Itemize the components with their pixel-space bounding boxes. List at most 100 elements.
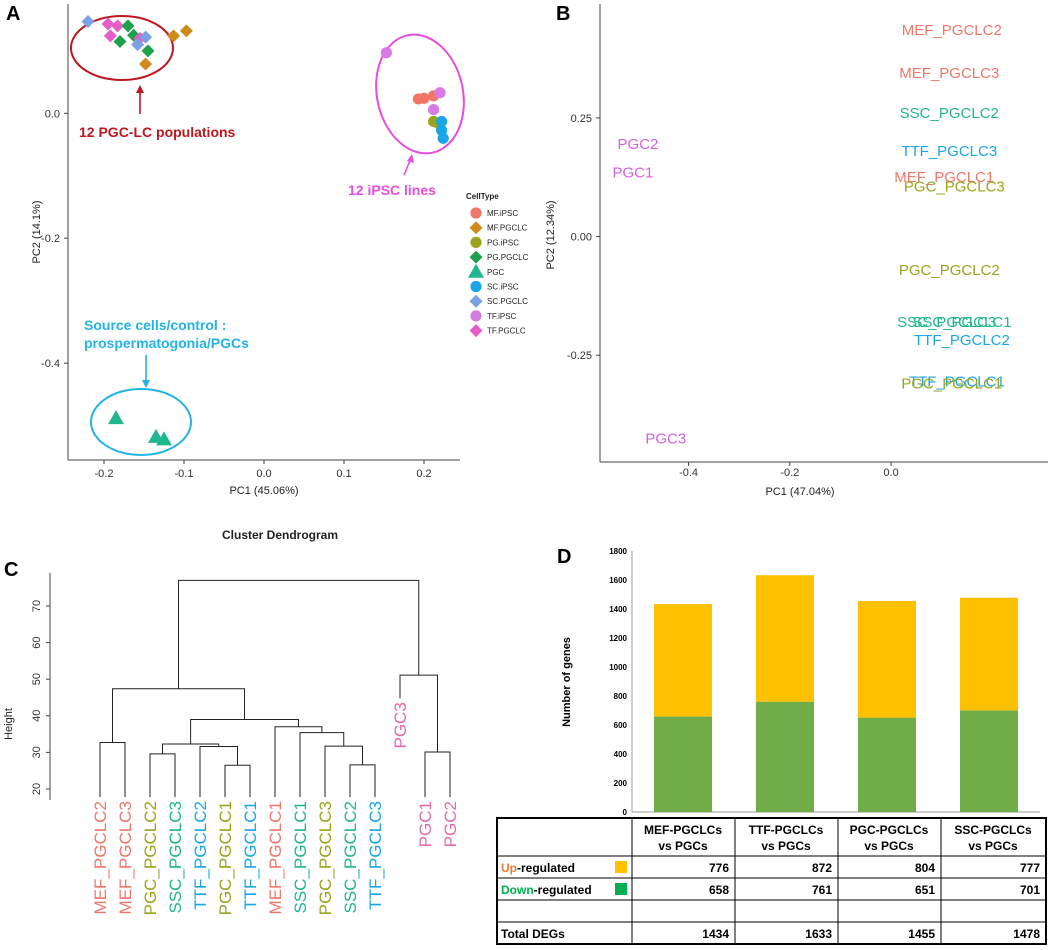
deg-bar-chart-d: 0 200 400 600 800 1000 1200 1400 1600 1800 Number… (496, 547, 1047, 945)
dendrogram-leaf-label: PGC2 (441, 801, 460, 847)
ipsc-annotation: 12 iPSC lines (348, 182, 436, 198)
bar-segment (960, 597, 1018, 711)
down-label-rest: -regulated (534, 883, 592, 897)
d-y-tick-label: 1000 (609, 663, 627, 672)
table-header-line1: MEF-PGCLCs (644, 823, 722, 837)
dendrogram-branch (112, 688, 246, 743)
b-point-label: TTF_PGCLC3 (901, 143, 997, 160)
scatter-point (434, 87, 446, 99)
b-point-label: TTF_PGCLC1 (909, 373, 1005, 390)
d-y-tick-label: 400 (614, 750, 628, 759)
a-x-tick-label: -0.2 (95, 468, 114, 480)
dendrogram-branch (324, 745, 363, 798)
dendrogram-leaf-label: PGC3 (391, 702, 410, 748)
panel-label-c: C (4, 559, 18, 581)
b-y-tick-label: 0.00 (571, 232, 592, 244)
up-label-rest: -regulated (517, 861, 575, 875)
b-point-label: PGC3 (645, 430, 686, 447)
b-point-label: PGC2 (618, 136, 659, 153)
dendrogram-leaf-label: TTF_PGCLC1 (241, 801, 260, 910)
dendrogram-leaf-label: PGC_PGCLC3 (316, 801, 335, 915)
dendrogram-title: Cluster Dendrogram (222, 528, 338, 542)
dendrogram-leaf-label: TTF_PGCLC2 (191, 801, 210, 910)
scatter-point (418, 92, 430, 104)
legend-label: PGC (487, 268, 505, 277)
d-y-tick-label: 200 (614, 779, 628, 788)
b-point-label: SSC_PGCLC3 (897, 314, 996, 331)
dendrogram-branch (190, 718, 299, 744)
pca-plot-a: -0.2 -0.1 0.0 0.1 0.2 0.0 -0.2 -0.4 PC1 (45.06%… (31, 4, 529, 497)
dendrogram-branch (199, 746, 238, 798)
b-point-label: TTF_PGCLC2 (914, 332, 1010, 349)
legend-title: CellType (466, 192, 499, 201)
scatter-point (167, 29, 181, 43)
b-point-label: PGC_PGCLC1 (901, 376, 1002, 393)
table-header-line2: vs PGCs (761, 839, 811, 853)
panel-label-a: A (6, 3, 20, 25)
scatter-point (179, 24, 193, 38)
dendrogram-branch (224, 764, 251, 798)
dendrogram-c: Cluster Dendrogram 20 30 40 50 60 70 Height M… (3, 528, 460, 915)
b-y-tick-label: 0.25 (571, 113, 592, 125)
a-x-axis-label: PC1 (45.06%) (229, 485, 298, 497)
bar-segment (960, 710, 1018, 812)
legend-key (470, 236, 482, 248)
legend-key (469, 221, 483, 235)
legend-label: SC.iPSC (487, 283, 519, 292)
legend-key (468, 263, 484, 278)
ipsc-cluster-ellipse (375, 33, 465, 155)
scatter-point (436, 115, 448, 128)
b-y-tick-label: -0.25 (567, 350, 592, 362)
scatter-point (141, 44, 155, 58)
c-y-tick-label: 20 (31, 783, 43, 795)
legend-key (469, 294, 483, 308)
table-header-line2: vs PGCs (968, 839, 1018, 853)
table-header-line2: vs PGCs (658, 839, 708, 853)
dendrogram-branch (274, 726, 323, 798)
b-x-axis-label: PC1 (47.04%) (765, 486, 834, 498)
pgc-annotation-line2: prospermatogonia/PGCs (84, 335, 249, 351)
scatter-point (108, 410, 124, 425)
legend-key (470, 207, 482, 219)
table-cell: 651 (915, 883, 935, 897)
b-x-tick-label: -0.2 (780, 467, 799, 479)
down-label-colored: Down (501, 883, 534, 897)
dendrogram-branch (149, 753, 176, 798)
legend-label: MF.PGCLC (487, 224, 528, 233)
table-cell: 701 (1020, 883, 1040, 897)
b-point-label: MEF_PGCLC3 (899, 65, 999, 82)
up-swatch (615, 861, 627, 873)
table-cell: 761 (812, 883, 832, 897)
legend-label: PG.iPSC (487, 238, 519, 247)
b-point-label: PGC_PGCLC3 (904, 179, 1005, 196)
dendrogram-branch (162, 743, 220, 754)
total-degs-label: Total DEGs (501, 927, 565, 941)
dendrogram-leaf-label: TTF_PGCLC3 (366, 801, 385, 910)
scatter-point (380, 47, 392, 59)
a-y-axis-label: PC2 (14.1%) (31, 201, 43, 264)
table-border (496, 817, 1047, 945)
dendrogram-branch (424, 751, 451, 798)
table-header-line1: TTF-PGCLCs (749, 823, 824, 837)
scatter-point (156, 431, 172, 446)
b-point-label: MEF_PGCLC1 (894, 169, 994, 186)
a-y-tick-label: -0.4 (41, 358, 60, 370)
dendrogram-leaf-label: SSC_PGCLC3 (166, 801, 185, 913)
d-y-tick-label: 1800 (609, 547, 627, 556)
c-y-tick-label: 30 (31, 746, 43, 758)
b-point-label: SSC_PGCLC2 (900, 105, 999, 122)
table-header-line1: PGC-PGCLCs (850, 823, 929, 837)
bar-segment (756, 701, 814, 812)
scatter-point (103, 29, 117, 43)
down-swatch (615, 883, 627, 895)
dendrogram-leaf-label: PGC1 (416, 801, 435, 847)
d-y-tick-label: 600 (614, 721, 628, 730)
legend-key (470, 310, 482, 322)
pgc-cluster-ellipse (90, 388, 192, 456)
dendrogram-branch (299, 732, 345, 798)
down-regulated-label: Down-regulated (501, 883, 592, 897)
dendrogram-branch (349, 764, 376, 798)
up-label-colored: Up (501, 861, 517, 875)
bar-segment (858, 717, 916, 812)
